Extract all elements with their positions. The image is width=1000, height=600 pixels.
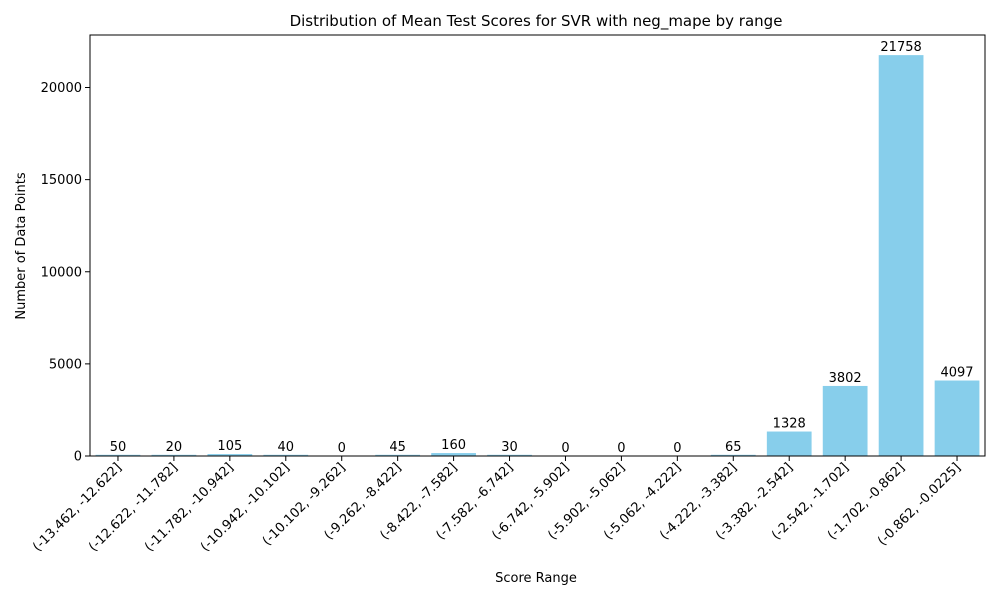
y-tick-label: 5000 bbox=[49, 357, 82, 372]
bar-data-label: 4097 bbox=[940, 366, 973, 381]
y-axis: 0 5000 10000 15000 20000 bbox=[41, 81, 90, 465]
bar bbox=[207, 454, 253, 456]
y-tick-label: 20000 bbox=[41, 81, 82, 96]
bar-data-label: 20 bbox=[166, 440, 183, 455]
bar bbox=[431, 453, 476, 456]
bar bbox=[878, 55, 924, 456]
bar-data-label: 50 bbox=[110, 440, 127, 455]
bar bbox=[766, 431, 812, 456]
bar-data-label: 105 bbox=[217, 439, 242, 454]
bar-data-label: 3802 bbox=[829, 371, 862, 386]
bar-data-label: 0 bbox=[338, 441, 346, 456]
bar-data-label: 65 bbox=[725, 440, 742, 455]
bar bbox=[375, 454, 421, 456]
bar bbox=[822, 385, 868, 456]
bar bbox=[934, 380, 980, 456]
y-tick-label: 10000 bbox=[41, 265, 82, 280]
bar-data-label: 21758 bbox=[880, 40, 921, 55]
y-tick-label: 0 bbox=[74, 450, 82, 465]
bar-data-label: 0 bbox=[617, 441, 625, 456]
y-tick-label: 15000 bbox=[41, 173, 82, 188]
bar bbox=[95, 454, 141, 456]
bar-data-label: 0 bbox=[673, 441, 681, 456]
bar-data-label: 1328 bbox=[773, 417, 806, 432]
bar bbox=[263, 454, 309, 456]
x-axis-label: Score Range bbox=[495, 571, 577, 586]
bar bbox=[710, 454, 756, 456]
bar-data-label: 40 bbox=[278, 440, 295, 455]
bar-data-label: 0 bbox=[561, 441, 569, 456]
y-axis-label: Number of Data Points bbox=[14, 172, 29, 319]
bar bbox=[151, 454, 197, 456]
bar bbox=[487, 454, 532, 456]
bar-data-label: 160 bbox=[441, 438, 466, 453]
chart-title: Distribution of Mean Test Scores for SVR… bbox=[290, 12, 783, 31]
bars-group: 50 20 105 40 0 45 160 30 0 0 0 65 1328 3802 21758 4097 bbox=[95, 40, 980, 456]
bar-data-label: 30 bbox=[501, 440, 518, 455]
plot-frame bbox=[89, 34, 986, 457]
bar-data-label: 45 bbox=[389, 440, 406, 455]
